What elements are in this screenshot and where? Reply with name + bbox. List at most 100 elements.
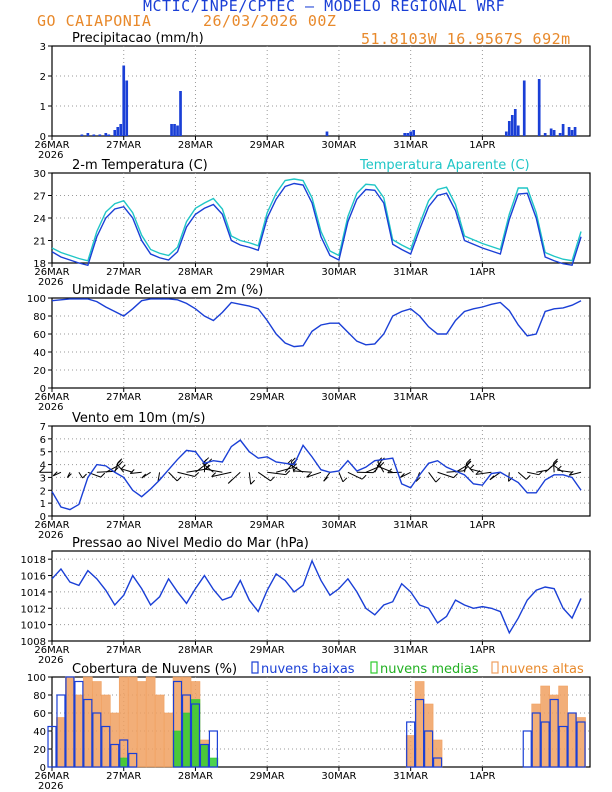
wind-barb-flag [204, 464, 210, 470]
wind-barb [276, 467, 293, 473]
cloud-legend-swatch [370, 661, 378, 674]
cloud-bar-nuvens-baixas [119, 739, 129, 768]
temp-ytick-label: 30 [33, 169, 46, 180]
clouds-ytick-label: 80 [33, 691, 46, 702]
cloud-bar-nuvens-baixas [199, 743, 210, 768]
precip-bar [107, 134, 111, 136]
wind-xtick-label: 31MAR [393, 520, 428, 531]
wind-ytick-label: 6 [40, 435, 46, 446]
wind-barb [121, 468, 133, 473]
wind-ytick-label: 7 [40, 422, 46, 433]
wind-barb [569, 471, 582, 476]
wind-barb-flag [466, 460, 472, 466]
wind-frame [51, 425, 591, 517]
cloud-bar-nuvens-altas [423, 703, 434, 768]
wind-xtick-label: 30MAR [321, 520, 356, 531]
precip-year-label: 2026 [38, 150, 63, 161]
wind-barb-flag [489, 475, 495, 481]
cloud-bar-nuvens-baixas [558, 725, 568, 768]
rh-xtick-label: 1APR [469, 392, 495, 403]
cloud-bar-nuvens-altas [145, 676, 156, 768]
wind-barb-flag [469, 464, 475, 470]
wind-barb [186, 468, 207, 473]
wind-barb-flag [453, 473, 458, 478]
precip-bar [504, 131, 508, 136]
temp-series-0 [51, 182, 582, 267]
wind-xtick-label: 26MAR [34, 520, 69, 531]
pressure-year-label: 2026 [38, 655, 63, 666]
precip-bar [179, 91, 182, 136]
wind-ytick-label: 5 [40, 448, 46, 459]
cloud-bar-nuvens-baixas [74, 680, 84, 768]
cloud-bar-nuvens-baixas [522, 730, 532, 768]
wind-barb [306, 471, 322, 478]
cloud-bar-nuvens-altas [118, 676, 129, 768]
rh-ytick-label: 0 [40, 384, 46, 395]
clouds-ytick-label: 100 [27, 673, 46, 684]
cloud-bar-nuvens-baixas [65, 676, 75, 768]
wind-ytick-label: 1 [40, 499, 46, 510]
pressure-xtick-label: 26MAR [34, 645, 69, 656]
cloud-bar-nuvens-altas [74, 694, 84, 768]
wind-barb-flag [116, 459, 122, 465]
cloud-bar-nuvens-medias [190, 699, 201, 768]
cloud-bar-nuvens-baixas [432, 757, 443, 768]
cloud-bar-nuvens-baixas [531, 712, 541, 768]
pressure-ytick-label: 1010 [21, 621, 46, 632]
wind-ytick-label: 0 [40, 512, 46, 523]
cloud-bar-nuvens-baixas [110, 743, 120, 768]
cloud-bar-nuvens-baixas [208, 730, 218, 768]
precip-bar [176, 125, 179, 136]
precip-bar [513, 109, 517, 136]
cloud-bar-nuvens-altas [432, 739, 443, 768]
rh-xtick-label: 28MAR [178, 392, 213, 403]
cloud-bar-nuvens-altas [567, 712, 577, 768]
temp-ytick-label: 18 [33, 259, 46, 270]
wind-barb [204, 468, 223, 473]
clouds-xtick-label: 1APR [469, 771, 495, 782]
cloud-bar-nuvens-baixas [576, 721, 586, 768]
cloud-bar-nuvens-altas [576, 717, 586, 768]
precip-bar [104, 133, 108, 136]
wind-barb-flag [118, 460, 124, 466]
temp-ytick-label: 24 [33, 214, 46, 225]
cloud-bar-nuvens-baixas [83, 698, 93, 768]
temp-xtick-label: 26MAR [34, 267, 69, 278]
cloud-bar-nuvens-altas [83, 676, 93, 768]
cloud-bar-nuvens-altas [163, 712, 174, 768]
precip-bar [567, 127, 571, 136]
wind-barb-flag [39, 467, 44, 473]
precip-xtick-label: 31MAR [393, 140, 428, 151]
pressure-xtick-label: 29MAR [250, 645, 285, 656]
precip-bar [403, 133, 407, 136]
cloud-bar-nuvens-altas [414, 681, 425, 768]
precip-ytick-label: 2 [40, 72, 46, 83]
cloud-bar-nuvens-baixas [172, 680, 183, 768]
wind-barb [544, 464, 554, 473]
wind-barb-flag [290, 457, 296, 463]
wind-barb-flag [552, 460, 558, 466]
precip-bar [406, 133, 410, 136]
temp-xtick-label: 27MAR [106, 267, 141, 278]
wind-barb-flag [508, 477, 513, 482]
precip-ytick-label: 3 [40, 42, 46, 53]
rh-xtick-label: 26MAR [34, 392, 69, 403]
wind-barb [463, 462, 468, 473]
precip-bar [92, 134, 96, 136]
precip-bar [113, 130, 117, 136]
precip-bar [86, 133, 90, 136]
cloud-bar-nuvens-altas [540, 685, 550, 768]
wind-barb-flag [194, 472, 200, 477]
rh-title: Umidade Relativa em 2m (%) [72, 283, 263, 298]
cloud-bar-nuvens-altas [65, 676, 75, 768]
cloud-bar-nuvens-medias [199, 744, 210, 768]
cloud-bar-nuvens-baixas [567, 712, 577, 768]
wind-xtick-label: 29MAR [250, 520, 285, 531]
cloud-bar-nuvens-altas [136, 681, 147, 768]
cloud-bar-nuvens-baixas [92, 712, 102, 768]
wind-barb-flag [129, 469, 135, 474]
cloud-bar-nuvens-medias [172, 730, 183, 768]
wind-barb-flag [475, 470, 481, 475]
cloud-bar-nuvens-baixas [406, 721, 416, 768]
